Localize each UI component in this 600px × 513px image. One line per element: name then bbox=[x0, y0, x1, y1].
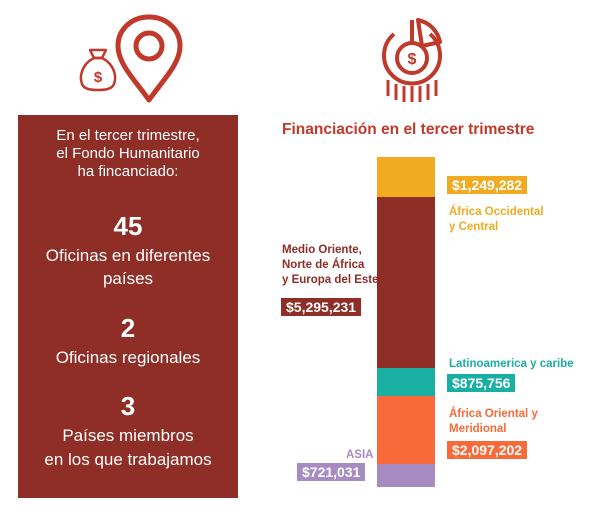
stat-offices-number: 45 bbox=[113, 211, 143, 241]
summary-intro: En el tercer trimestre, el Fondo Humanit… bbox=[18, 127, 238, 181]
value-tag-asia: $721,031 bbox=[297, 463, 366, 481]
money-bag-icon: $ bbox=[79, 48, 117, 92]
category-label-line: Norte de África bbox=[282, 259, 365, 271]
category-label-line: África Occidental bbox=[449, 206, 544, 218]
stat-members-label-2: en los que trabajamos bbox=[44, 450, 212, 469]
category-label-latinoamerica: Latinoamerica y caribe bbox=[449, 358, 574, 370]
summary-panel: En el tercer trimestre, el Fondo Humanit… bbox=[18, 115, 238, 498]
stat-regional-number: 2 bbox=[120, 313, 136, 343]
intro-line-1: En el tercer trimestre, bbox=[56, 127, 200, 144]
value-tag-latinoamerica: $875,756 bbox=[447, 374, 516, 392]
stat-members-number: 3 bbox=[120, 391, 136, 421]
bar-segment-africa-oriental bbox=[377, 396, 435, 464]
stat-offices-label-1: Oficinas en diferentes bbox=[45, 246, 211, 265]
location-pin-icon bbox=[115, 14, 183, 103]
category-label-line: Meridional bbox=[449, 423, 507, 435]
category-label-line: Medio Oriente, bbox=[282, 244, 362, 256]
intro-line-3: ha fincanciado: bbox=[77, 163, 179, 180]
category-label-medio-oriente: Medio Oriente, Norte de África y Europa … bbox=[282, 243, 379, 288]
bar-segment-medio-oriente bbox=[377, 197, 435, 368]
bar-segment-asia bbox=[377, 463, 435, 487]
value-tag-medio-oriente: $5,295,231 bbox=[281, 298, 362, 316]
svg-text:$: $ bbox=[94, 69, 103, 86]
chart-title: Financiación en el tercer trimestre bbox=[282, 121, 535, 138]
category-label-line: África Oriental y bbox=[449, 408, 538, 420]
category-label-line: y Europa del Este bbox=[282, 274, 379, 286]
stat-offices-label-2: países bbox=[102, 269, 154, 288]
stat-members-label-1: Países miembros bbox=[62, 426, 194, 445]
bar-segment-latinoamerica bbox=[377, 367, 435, 397]
category-label-asia: ASIA bbox=[346, 449, 374, 461]
pie-chart-dollar-icon: $ bbox=[382, 18, 442, 102]
category-label-africa-occidental: África Occidental y Central bbox=[449, 205, 544, 235]
category-label-africa-oriental: África Oriental y Meridional bbox=[449, 407, 538, 437]
bar-segment-africa-occidental bbox=[377, 157, 435, 198]
stat-regional-label: Oficinas regionales bbox=[55, 348, 201, 367]
category-label-line: y Central bbox=[449, 221, 499, 233]
value-tag-africa-occidental: $1,249,282 bbox=[447, 176, 528, 194]
value-tag-africa-oriental: $2,097,202 bbox=[447, 441, 528, 459]
intro-line-2: el Fondo Humanitario bbox=[56, 145, 200, 162]
svg-text:$: $ bbox=[408, 51, 417, 68]
